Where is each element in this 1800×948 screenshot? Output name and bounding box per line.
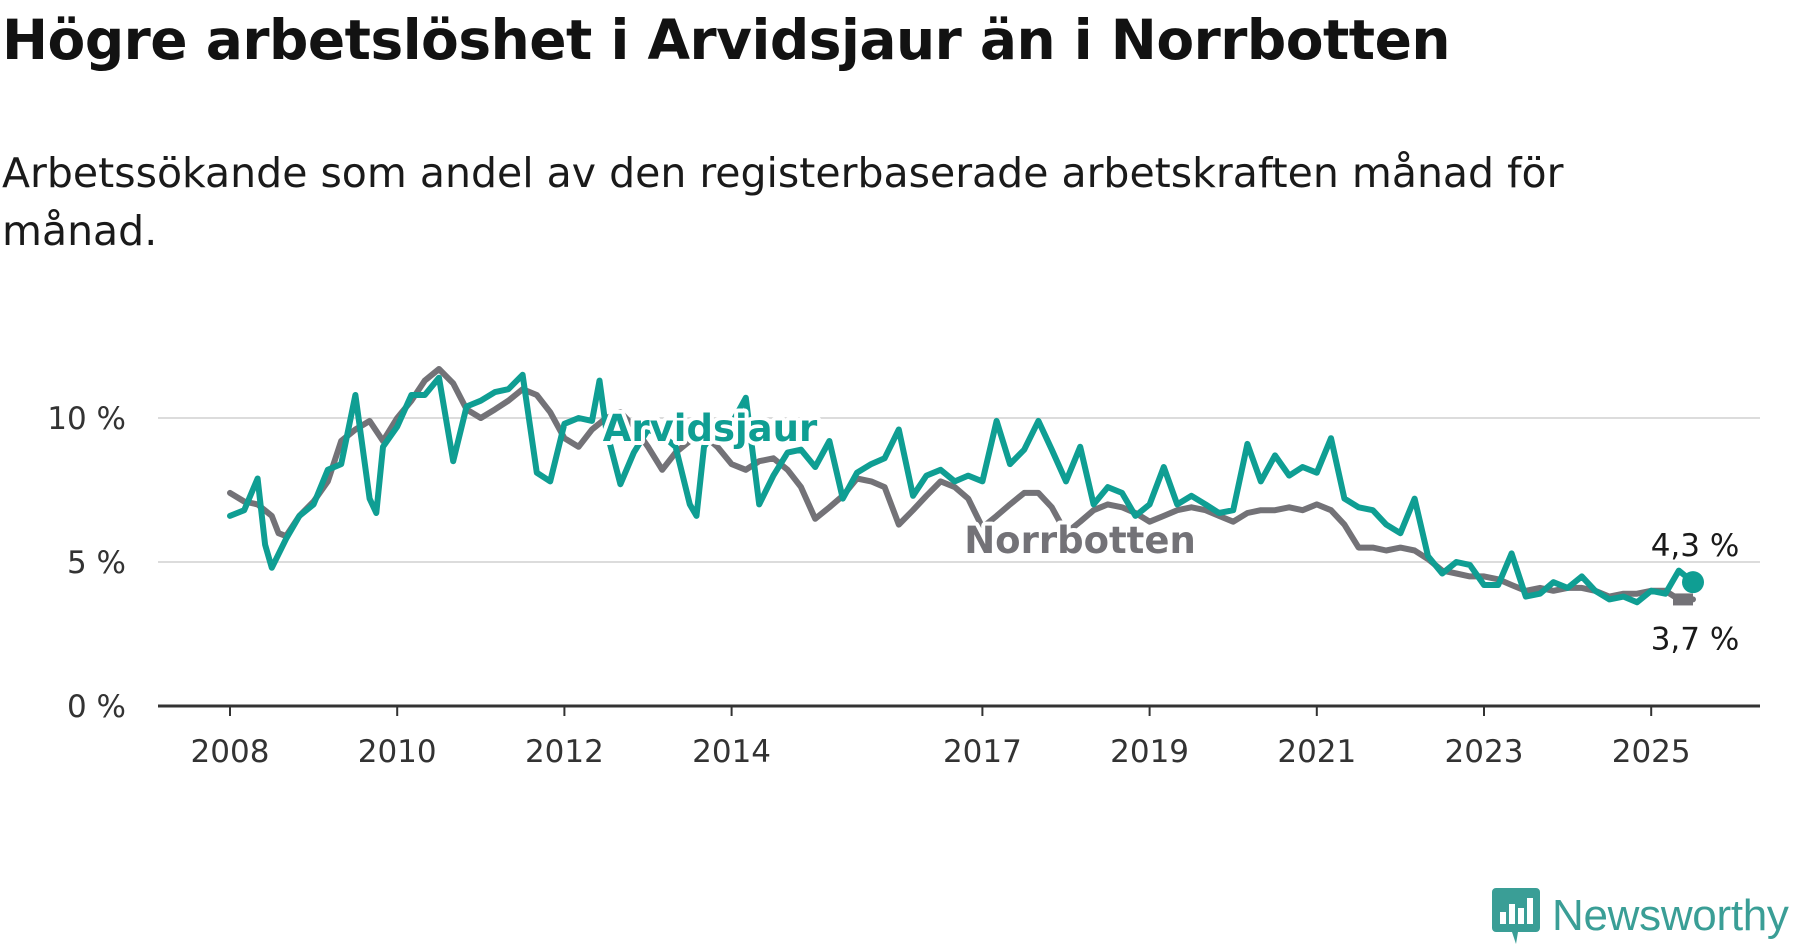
series-labels: 3,7 % Norrbotten 4,3 % Arvidsjaur <box>599 403 1740 657</box>
x-tick-label: 2021 <box>1277 734 1356 770</box>
chart-subtitle: Arbetssökande som andel av den registerb… <box>2 149 1564 255</box>
y-tick-label: 5 % <box>67 545 126 581</box>
gridlines <box>158 417 1760 563</box>
x-tick-label: 2014 <box>692 734 771 770</box>
series-endpoint-arvidsjaur <box>1682 571 1704 594</box>
newsworthy-logo-icon <box>1492 888 1540 944</box>
x-axis: 2008 2010 2012 2014 2017 2019 2021 2023 2025 <box>158 704 1760 770</box>
brand-name: Newsworthy <box>1552 891 1789 940</box>
y-tick-label: 0 % <box>67 689 126 725</box>
series-lines <box>227 366 1704 606</box>
x-tick-label: 2008 <box>191 734 270 770</box>
x-tick-label: 2017 <box>943 734 1022 770</box>
x-tick-label: 2019 <box>1110 734 1189 770</box>
series-label-norrbotten: Norrbotten <box>964 519 1196 562</box>
y-tick-label: 10 % <box>47 401 126 437</box>
series-line-norrbotten <box>227 366 1696 603</box>
x-tick-label: 2025 <box>1612 734 1691 770</box>
end-label-norrbotten: 3,7 % <box>1651 621 1740 657</box>
x-tick-label: 2023 <box>1445 734 1524 770</box>
series-line-arvidsjaur <box>227 371 1696 606</box>
chart-title: Högre arbetslöshet i Arvidsjaur än i Nor… <box>2 8 1451 72</box>
newsworthy-logo: Newsworthy <box>1492 888 1789 944</box>
y-axis-tick-labels: 0 % 5 % 10 % <box>47 401 126 725</box>
x-tick-label: 2010 <box>358 734 437 770</box>
series-endpoint-norrbotten <box>1673 593 1693 606</box>
end-label-arvidsjaur: 4,3 % <box>1651 528 1740 564</box>
series-label-arvidsjaur: Arvidsjaur <box>603 407 818 450</box>
x-tick-label: 2012 <box>525 734 604 770</box>
